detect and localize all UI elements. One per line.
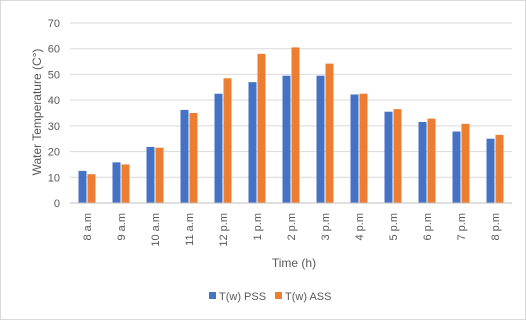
- legend: T(w) PSS T(w) ASS: [209, 291, 331, 303]
- bar-ass-6: [291, 47, 300, 203]
- bar-ass-3: [189, 113, 198, 203]
- bar-pss-9: [384, 111, 393, 203]
- bar-pss-1: [112, 162, 121, 203]
- bar-ass-2: [155, 147, 164, 203]
- bars: [78, 47, 504, 203]
- bar-pss-8: [350, 94, 359, 203]
- y-tick-label: 20: [48, 147, 60, 159]
- y-tick-label: 70: [48, 18, 60, 30]
- x-tick-label: 5 p.m: [388, 213, 400, 241]
- y-tick-label: 60: [48, 44, 60, 56]
- y-tick-label: 40: [48, 95, 60, 107]
- y-tick-label: 50: [48, 69, 60, 81]
- x-axis-ticks: 8 a.m 9 a.m 10 a.m 11 a.m 12 p.m 1 p.m 2 p.m 3 …: [82, 213, 502, 247]
- y-axis-title: Water Temperature (C°): [30, 49, 44, 176]
- bar-ass-7: [325, 63, 334, 203]
- bar-pss-2: [146, 146, 155, 203]
- legend-label-pss: T(w) PSS: [219, 291, 266, 303]
- bar-pss-4: [214, 93, 223, 203]
- legend-swatch-ass: [275, 292, 282, 299]
- bar-pss-11: [452, 131, 461, 203]
- legend-swatch-pss: [209, 292, 216, 299]
- x-tick-label: 9 a.m: [116, 213, 128, 241]
- x-tick-label: 3 p.m: [320, 213, 332, 241]
- bar-ass-5: [257, 53, 266, 203]
- bar-ass-10: [427, 118, 436, 203]
- x-tick-label: 4 p.m: [354, 213, 366, 241]
- bar-pss-7: [316, 75, 325, 203]
- x-tick-label: 6 p.m: [422, 213, 434, 241]
- bar-pss-10: [418, 122, 427, 203]
- x-axis-title: Time (h): [272, 256, 316, 270]
- bar-ass-0: [87, 174, 96, 203]
- x-tick-label: 11 a.m: [184, 213, 196, 246]
- x-tick-label: 2 p.m: [286, 213, 298, 241]
- y-tick-label: 0: [54, 198, 60, 210]
- bar-ass-1: [121, 164, 130, 203]
- gridlines: [70, 22, 512, 178]
- bar-ass-8: [359, 93, 368, 203]
- bar-ass-9: [393, 109, 402, 203]
- bar-ass-12: [495, 134, 504, 203]
- x-tick-label: 7 p.m: [456, 213, 468, 241]
- y-tick-label: 30: [48, 121, 60, 133]
- y-axis-ticks: 0 10 20 30 40 50 60 70: [48, 18, 60, 210]
- x-tick-label: 8 p.m: [490, 213, 502, 241]
- x-tick-label: 8 a.m: [82, 213, 94, 241]
- x-tick-label: 10 a.m: [150, 213, 162, 247]
- bar-pss-5: [248, 82, 257, 203]
- bar-pss-12: [486, 138, 495, 203]
- bar-ass-4: [223, 78, 232, 203]
- bar-pss-3: [180, 109, 189, 203]
- bar-pss-6: [282, 75, 291, 203]
- x-tick-label: 12 p.m: [218, 213, 230, 247]
- bar-ass-11: [461, 123, 470, 203]
- legend-label-ass: T(w) ASS: [285, 291, 331, 303]
- y-tick-label: 10: [48, 172, 60, 184]
- x-tick-label: 1 p.m: [252, 213, 264, 241]
- bar-pss-0: [78, 170, 87, 203]
